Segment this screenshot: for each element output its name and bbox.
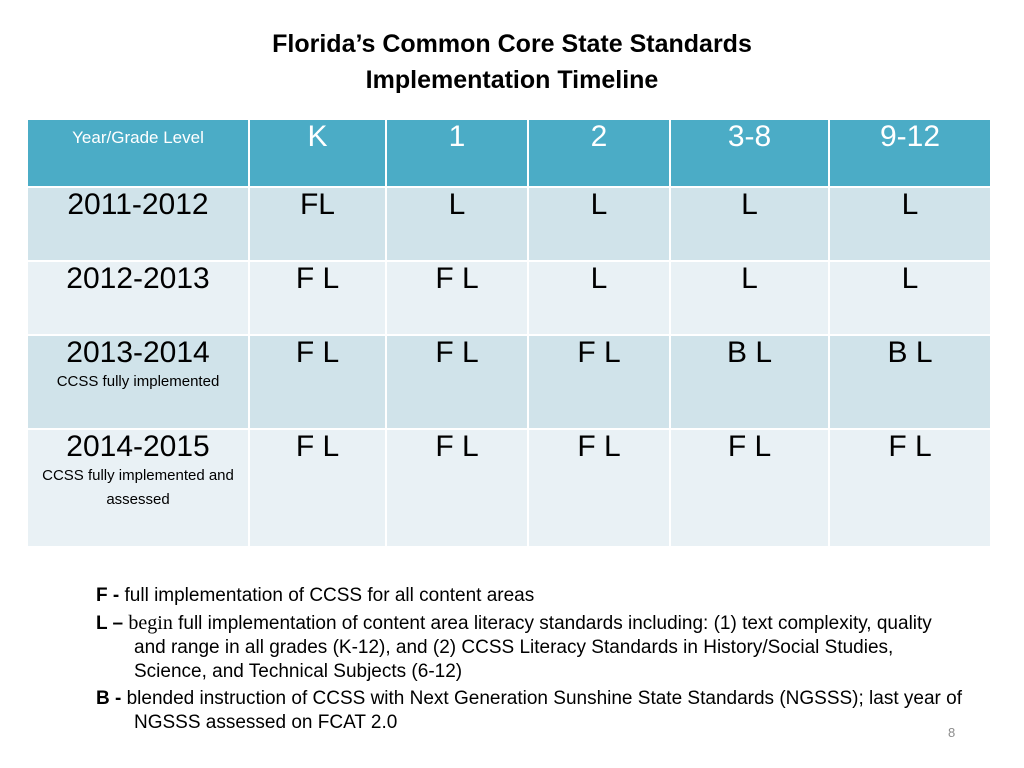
status-cell: F L <box>248 260 387 336</box>
year-label: 2013-2014 <box>66 336 210 369</box>
status-cell: F L <box>527 428 671 548</box>
legend-text: blended instruction of CCSS with Next Ge… <box>126 688 962 733</box>
status-cell: FL <box>248 186 387 262</box>
header-grade-9-12: 9-12 <box>828 118 992 188</box>
year-label: 2011-2012 <box>67 188 209 221</box>
status-cell: L <box>669 186 830 262</box>
status-cell: L <box>385 186 529 262</box>
header-grade-2: 2 <box>527 118 671 188</box>
legend-prefix: begin <box>128 612 173 634</box>
status-cell: F L <box>248 428 387 548</box>
status-cell: L <box>527 260 671 336</box>
status-cell: B L <box>828 334 992 430</box>
status-cell: F L <box>828 428 992 548</box>
header-grade-3-8: 3-8 <box>669 118 830 188</box>
year-label: 2012-2013 <box>66 262 210 295</box>
header-k: K <box>248 118 387 188</box>
status-cell: F L <box>385 334 529 430</box>
legend-item-f: F - full implementation of CCSS for all … <box>96 584 966 608</box>
legend-key: B - <box>96 688 122 709</box>
status-cell: L <box>828 186 992 262</box>
header-row: Year/Grade Level K 1 2 3-8 9-12 <box>26 118 992 188</box>
status-cell: F L <box>669 428 830 548</box>
status-cell: L <box>828 260 992 336</box>
header-grade-1: 1 <box>385 118 529 188</box>
status-cell: F L <box>248 334 387 430</box>
legend-text: full implementation of CCSS for all cont… <box>124 585 535 606</box>
legend-key: L – <box>96 613 124 634</box>
legend-key: F - <box>96 585 120 606</box>
year-cell: 2012-2013 <box>26 260 250 336</box>
status-cell: F L <box>385 260 529 336</box>
timeline-table: Year/Grade Level K 1 2 3-8 9-12 2011-201… <box>26 118 992 548</box>
status-cell: B L <box>669 334 830 430</box>
year-cell: 2011-2012 <box>26 186 250 262</box>
legend-text: full implementation of content area lite… <box>134 613 932 682</box>
page-number: 8 <box>948 725 956 740</box>
title-line-2: Implementation Timeline <box>365 66 659 94</box>
table-row: 2013-2014 CCSS fully implemented F L F L… <box>26 334 992 430</box>
header-year-grade-level: Year/Grade Level <box>26 118 250 188</box>
table-row: 2012-2013 F L F L L L L <box>26 260 992 336</box>
status-cell: F L <box>385 428 529 548</box>
status-cell: L <box>527 186 671 262</box>
legend: F - full implementation of CCSS for all … <box>96 584 966 738</box>
table-row: 2011-2012 FL L L L L <box>26 186 992 262</box>
year-cell: 2013-2014 CCSS fully implemented <box>26 334 250 430</box>
year-note: CCSS fully implemented <box>56 373 220 390</box>
year-label: 2014-2015 <box>66 430 210 463</box>
status-cell: L <box>669 260 830 336</box>
status-cell: F L <box>527 334 671 430</box>
legend-item-l: L – begin full implementation of content… <box>96 611 966 684</box>
slide-title: Florida’s Common Core State Standards Im… <box>0 26 1024 98</box>
year-cell: 2014-2015 CCSS fully implemented and ass… <box>26 428 250 548</box>
year-note: CCSS fully implemented and assessed <box>42 467 234 508</box>
table-row: 2014-2015 CCSS fully implemented and ass… <box>26 428 992 548</box>
title-line-1: Florida’s Common Core State Standards <box>272 30 752 58</box>
legend-item-b: B - blended instruction of CCSS with Nex… <box>96 687 966 735</box>
